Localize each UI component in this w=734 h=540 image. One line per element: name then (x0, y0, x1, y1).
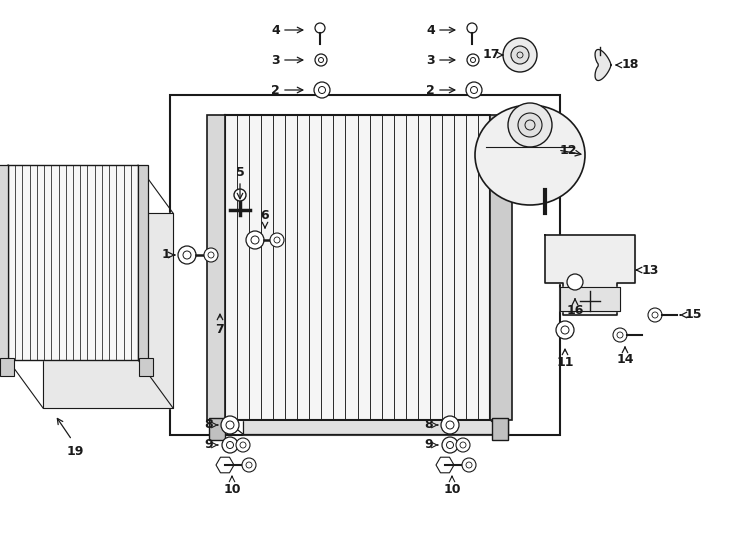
Circle shape (462, 458, 476, 472)
Bar (170, 95, 560, 435)
Circle shape (652, 312, 658, 318)
Text: 2: 2 (272, 84, 280, 97)
Circle shape (246, 462, 252, 468)
Circle shape (613, 328, 627, 342)
Circle shape (503, 38, 537, 72)
Circle shape (446, 442, 454, 449)
Text: 1: 1 (161, 248, 170, 261)
Text: 9: 9 (424, 438, 433, 451)
Text: 12: 12 (560, 144, 578, 157)
Circle shape (315, 23, 325, 33)
Polygon shape (225, 115, 490, 420)
Circle shape (441, 416, 459, 434)
Bar (207, 115, 225, 420)
Ellipse shape (475, 105, 585, 205)
Bar (0, 358, 14, 376)
Text: 3: 3 (272, 53, 280, 66)
Polygon shape (436, 457, 454, 473)
Polygon shape (560, 287, 620, 311)
Circle shape (251, 236, 259, 244)
Circle shape (319, 86, 325, 93)
Circle shape (567, 274, 583, 290)
Text: 18: 18 (622, 58, 639, 71)
Text: 4: 4 (426, 24, 435, 37)
Circle shape (315, 54, 327, 66)
Text: 15: 15 (685, 308, 702, 321)
Circle shape (314, 82, 330, 98)
Circle shape (319, 57, 324, 63)
Polygon shape (43, 213, 173, 408)
Circle shape (467, 54, 479, 66)
Bar (209, 418, 225, 440)
Text: 16: 16 (567, 304, 584, 317)
Polygon shape (8, 165, 138, 360)
Text: 8: 8 (204, 418, 213, 431)
Text: 3: 3 (426, 53, 435, 66)
Circle shape (467, 23, 477, 33)
Circle shape (511, 46, 529, 64)
Circle shape (274, 237, 280, 243)
Circle shape (508, 103, 552, 147)
Bar (490, 115, 512, 420)
Circle shape (470, 86, 478, 93)
Circle shape (460, 442, 466, 448)
Polygon shape (243, 129, 508, 434)
Circle shape (456, 438, 470, 452)
Circle shape (270, 233, 284, 247)
Circle shape (226, 421, 234, 429)
Bar (138, 165, 148, 360)
Circle shape (617, 332, 623, 338)
Text: 10: 10 (443, 483, 461, 496)
Circle shape (442, 437, 458, 453)
Circle shape (236, 438, 250, 452)
Text: 6: 6 (261, 209, 269, 222)
Circle shape (470, 57, 476, 63)
Polygon shape (216, 457, 234, 473)
Text: 14: 14 (617, 353, 633, 366)
Text: 13: 13 (642, 264, 659, 276)
Circle shape (242, 458, 256, 472)
Circle shape (466, 462, 472, 468)
Text: 10: 10 (223, 483, 241, 496)
Text: 2: 2 (426, 84, 435, 97)
Text: 17: 17 (482, 49, 500, 62)
Circle shape (221, 416, 239, 434)
Bar (492, 418, 508, 440)
Circle shape (227, 442, 233, 449)
Circle shape (446, 421, 454, 429)
Text: 19: 19 (66, 445, 84, 458)
Circle shape (518, 113, 542, 137)
Polygon shape (545, 235, 635, 315)
Circle shape (204, 248, 218, 262)
Text: 7: 7 (216, 323, 225, 336)
Bar (0, 165, 8, 360)
Circle shape (178, 246, 196, 264)
Bar (139, 358, 153, 376)
Circle shape (240, 442, 246, 448)
Text: 8: 8 (424, 418, 433, 431)
Polygon shape (595, 50, 611, 80)
Circle shape (234, 189, 246, 201)
Circle shape (183, 251, 191, 259)
Text: 11: 11 (556, 356, 574, 369)
Circle shape (648, 308, 662, 322)
Circle shape (561, 326, 569, 334)
Circle shape (208, 252, 214, 258)
Circle shape (222, 437, 238, 453)
Text: 4: 4 (272, 24, 280, 37)
Circle shape (246, 231, 264, 249)
Text: 9: 9 (204, 438, 213, 451)
Circle shape (556, 321, 574, 339)
Circle shape (466, 82, 482, 98)
Text: 5: 5 (236, 166, 244, 179)
